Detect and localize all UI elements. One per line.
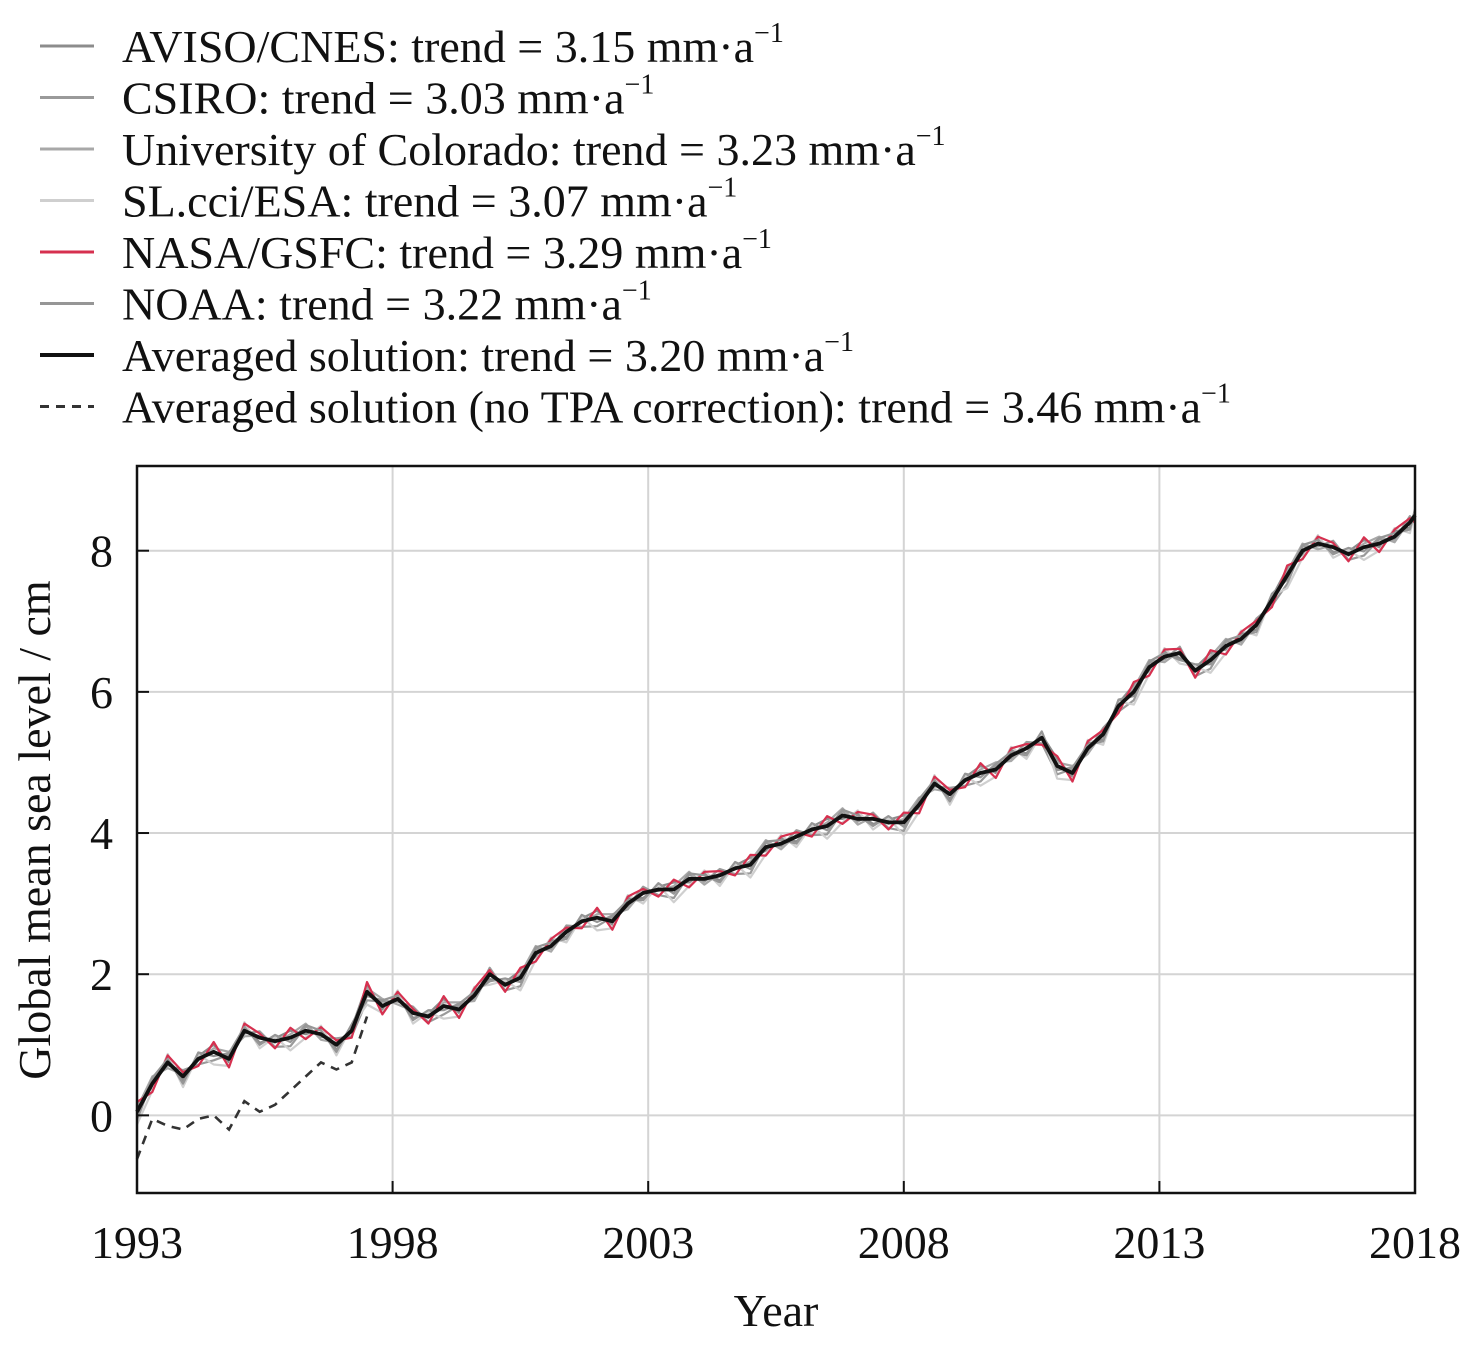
x-tick-label-5: 2018 <box>1369 1217 1461 1268</box>
legend-label-3: SL.cci/ESA: trend = 3.07 mm·a−1 <box>122 173 737 227</box>
y-tick-label-4: 8 <box>90 526 113 577</box>
y-tick-label-2: 4 <box>90 808 113 859</box>
x-axis-title: Year <box>734 1285 819 1336</box>
x-tick-label-4: 2013 <box>1113 1217 1205 1268</box>
legend-label-0: AVISO/CNES: trend = 3.15 mm·a−1 <box>122 18 784 72</box>
y-tick-label-3: 6 <box>90 667 113 718</box>
y-tick-label-0: 0 <box>90 1090 113 1141</box>
y-tick-label-1: 2 <box>90 949 113 1000</box>
x-tick-label-3: 2008 <box>858 1217 950 1268</box>
plot-frame <box>135 464 1417 1195</box>
series-line-2 <box>136 515 1416 1109</box>
chart-grid <box>136 466 1416 1193</box>
legend-label-1: CSIRO: trend = 3.03 mm·a−1 <box>122 70 654 124</box>
legend-label-5: NOAA: trend = 3.22 mm·a−1 <box>122 276 652 330</box>
series-line-averaged <box>135 514 1417 1113</box>
x-tick-label-1: 1998 <box>347 1217 439 1268</box>
series-line-1 <box>135 515 1416 1121</box>
x-tick-label-0: 1993 <box>91 1217 183 1268</box>
series-line-4 <box>136 517 1416 1103</box>
legend-label-2: University of Colorado: trend = 3.23 mm·… <box>122 121 946 175</box>
series-line-0 <box>136 512 1417 1106</box>
chart-ticks: 1993 1998 2003 2008 2013 2018 0 2 4 6 8 <box>90 526 1461 1268</box>
legend-label-7: Averaged solution (no TPA correction): t… <box>122 379 1231 433</box>
legend-label-4: NASA/GSFC: trend = 3.29 mm·a−1 <box>122 224 772 278</box>
y-axis-title: Global mean sea level / cm <box>9 580 60 1080</box>
series-line-no-tpa <box>135 1016 369 1160</box>
chart-series <box>135 508 1417 1160</box>
x-tick-label-2: 2003 <box>602 1217 694 1268</box>
legend-label-6: Averaged solution: trend = 3.20 mm·a−1 <box>122 327 854 381</box>
series-line-5 <box>135 508 1417 1117</box>
